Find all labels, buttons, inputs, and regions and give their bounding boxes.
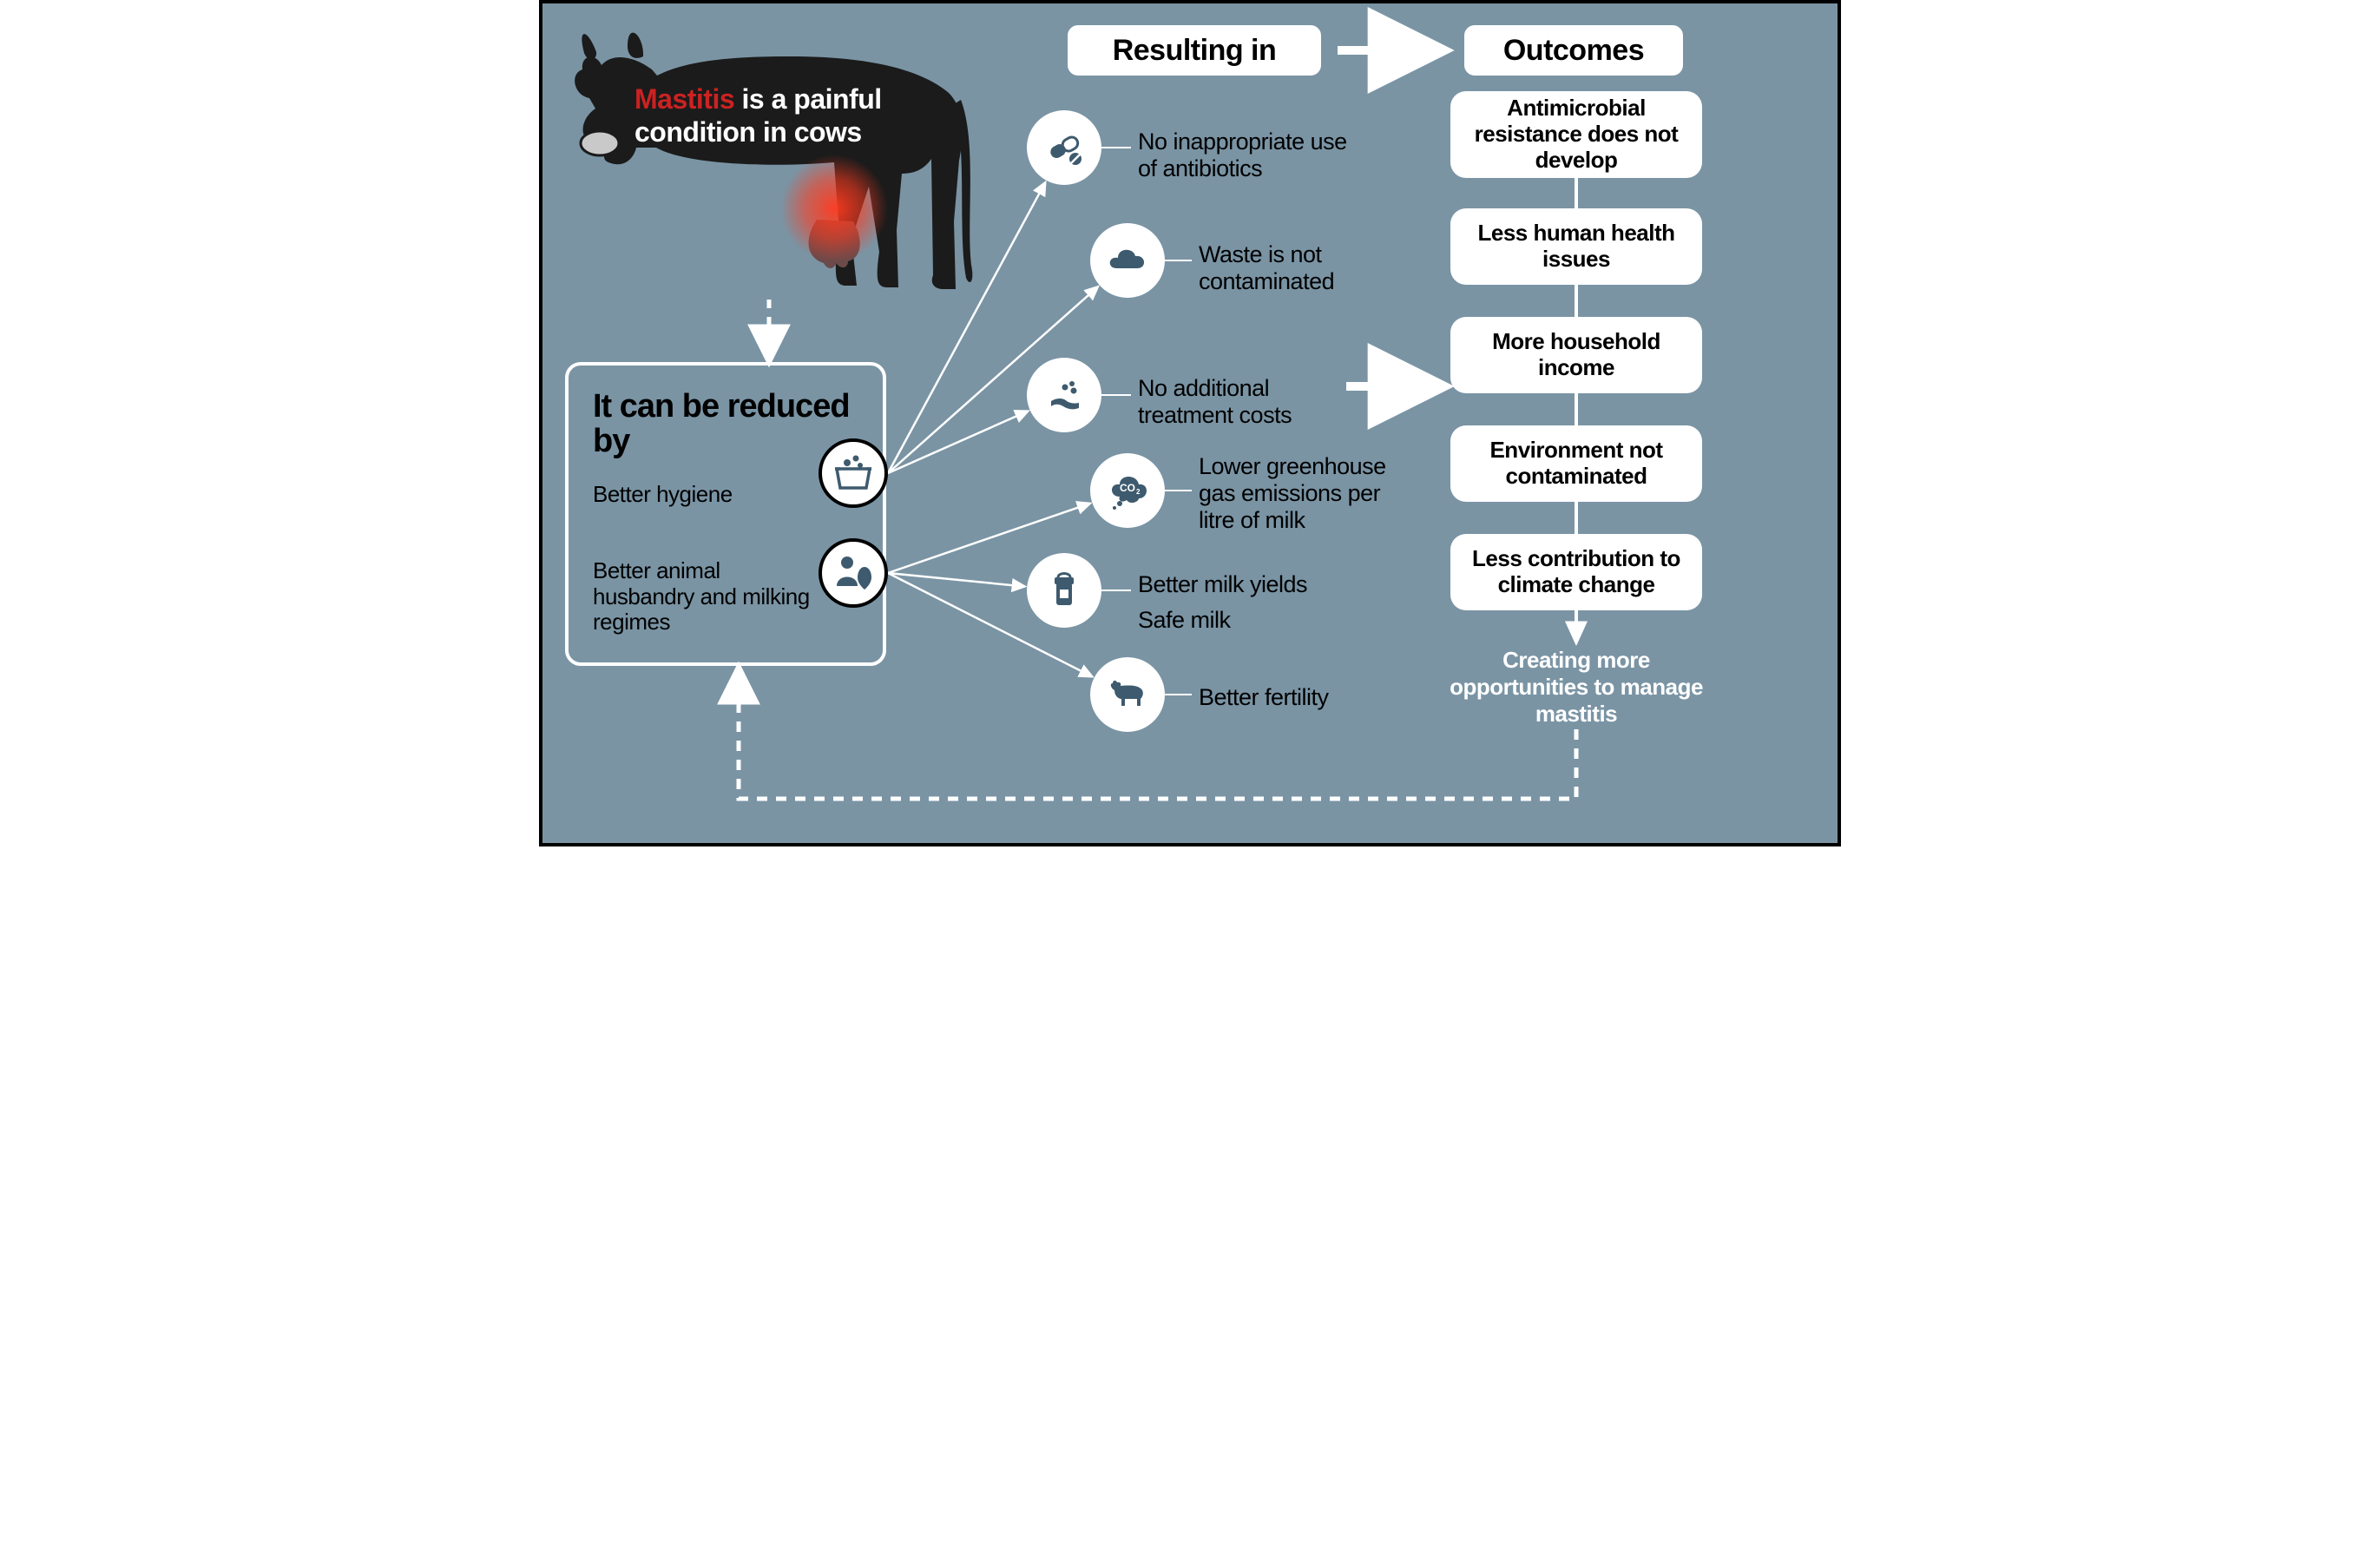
final-label: Creating more opportunities to manage ma… [1446,647,1706,728]
outcome-3: Environment not contaminated [1450,425,1702,502]
cow-caption: Mastitis is a painful condition in cows [634,82,912,149]
result-icon-2 [1027,358,1101,432]
husbandry-icon [819,538,888,608]
header-resulting: Resulting in [1064,22,1325,79]
result-label-5: Better fertility [1199,684,1416,711]
outcome-1: Less human health issues [1450,208,1702,285]
result-icon-5 [1090,657,1165,732]
result-label-1: Waste is not contaminated [1199,241,1416,295]
outcome-4: Less contribution to climate change [1450,534,1702,610]
result-label-2: No additional treatment costs [1138,375,1355,429]
result-label-0: No inappropriate use of antibiotics [1138,128,1355,182]
result-icon-1 [1090,223,1165,298]
result-icon-3: CO2 [1090,453,1165,528]
outcome-0: Antimicrobial resistance does not develo… [1450,91,1702,178]
svg-text:2: 2 [1136,488,1141,496]
hygiene-icon [819,438,888,508]
svg-text:CO: CO [1120,482,1135,494]
result-label-4: Better milk yieldsSafe milk [1138,571,1355,634]
header-outcomes: Outcomes [1461,22,1686,79]
outcome-2: More household income [1450,317,1702,393]
result-icon-4 [1027,553,1101,628]
result-label-3: Lower greenhouse gas emissions per litre… [1199,453,1416,534]
reduced-box: It can be reduced by Better hygiene Bett… [565,362,886,666]
result-icon-0 [1027,110,1101,185]
infographic-canvas: Mastitis is a painful condition in cows I… [539,0,1841,846]
